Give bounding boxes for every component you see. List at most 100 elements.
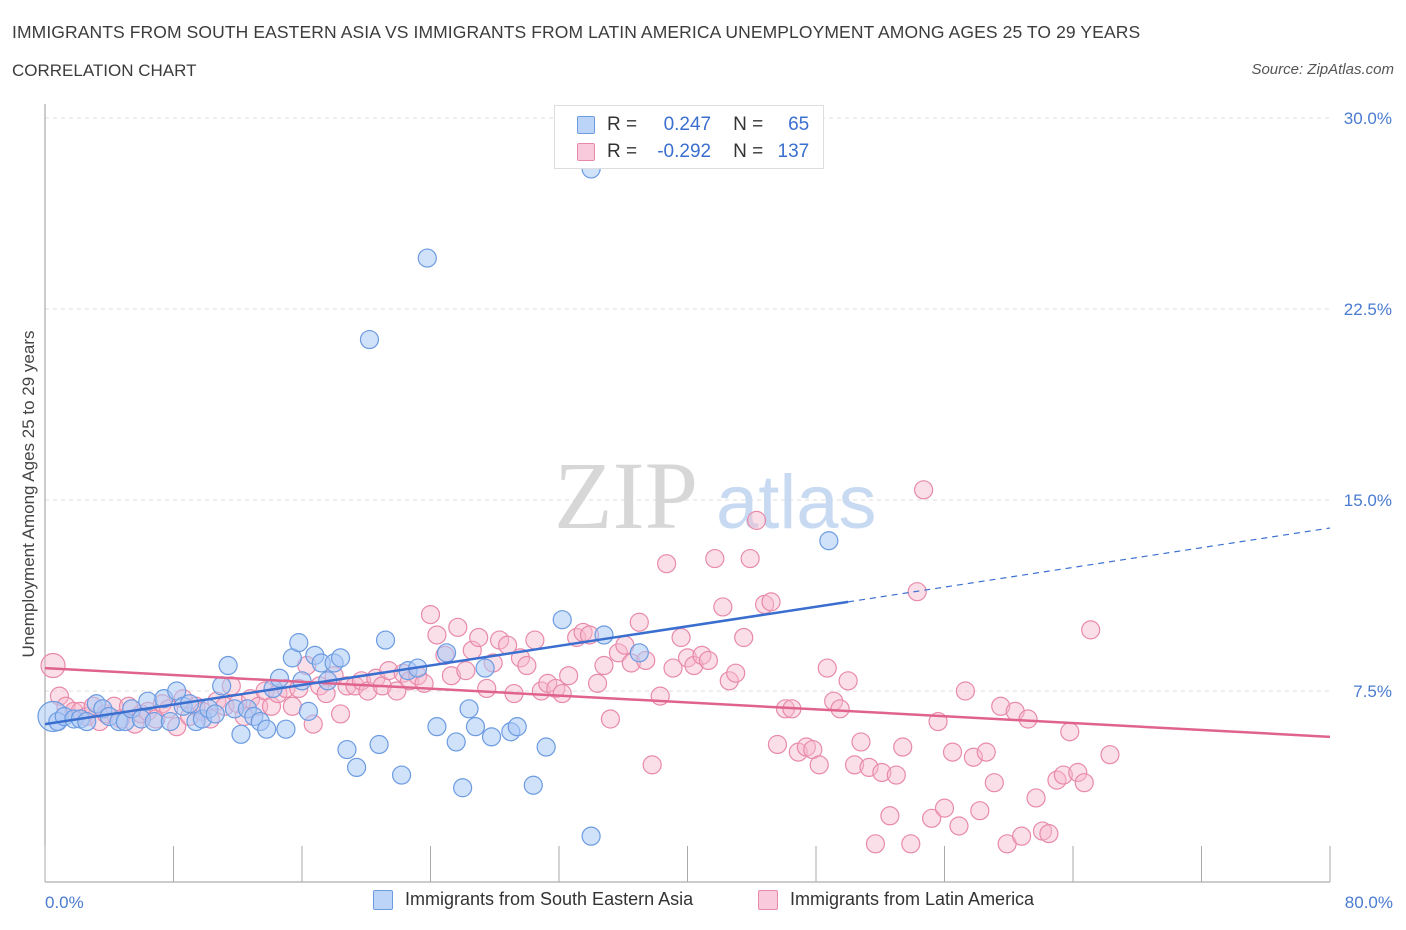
legend-swatch-blue — [577, 116, 595, 134]
data-point-latin-america — [600, 709, 621, 729]
data-point-south-eastern-asia — [459, 699, 479, 719]
data-point-latin-america — [477, 678, 497, 699]
data-point-latin-america — [1053, 765, 1073, 785]
data-point-latin-america — [546, 678, 566, 699]
data-point-latin-america — [984, 773, 1004, 793]
data-point-latin-america — [955, 681, 975, 701]
data-point-latin-america — [587, 673, 608, 693]
bottom-legend-blue: Immigrants from South Eastern Asia — [373, 889, 693, 910]
data-point-latin-america — [456, 661, 476, 681]
data-point-south-eastern-asia — [369, 734, 389, 755]
data-point-latin-america — [420, 604, 441, 625]
data-point-south-eastern-asia — [276, 719, 296, 739]
watermark: ZIP atlas — [554, 442, 877, 549]
data-point-south-eastern-asia — [819, 531, 839, 551]
data-point-latin-america — [552, 683, 572, 704]
data-point-latin-america — [705, 548, 725, 569]
data-point-latin-america — [1018, 709, 1038, 729]
data-point-south-eastern-asia — [446, 732, 466, 752]
chart-title: IMMIGRANTS FROM SOUTH EASTERN ASIA VS IM… — [12, 22, 1141, 42]
data-point-latin-america — [726, 663, 746, 683]
legend-n-label: N = — [733, 114, 764, 135]
data-point-south-eastern-asia — [523, 775, 543, 795]
data-point-latin-america — [671, 627, 691, 648]
axes — [44, 104, 1331, 883]
data-point-south-eastern-asia — [629, 643, 649, 663]
data-point-latin-america — [976, 742, 996, 762]
data-point-latin-america — [1047, 770, 1067, 790]
data-point-latin-america — [1060, 722, 1080, 742]
chart-subtitle: CORRELATION CHART — [12, 61, 197, 80]
data-point-south-eastern-asia — [298, 701, 319, 721]
data-point-south-eastern-asia — [347, 757, 367, 778]
legend-r-value-pink: -0.292 — [657, 141, 712, 162]
data-point-latin-america — [1026, 788, 1046, 808]
legend-row-blue: R = 0.247 N = 65 — [577, 113, 809, 137]
data-point-latin-america — [865, 834, 886, 854]
trend-line-south-eastern-asia — [44, 600, 849, 726]
data-point-latin-america — [767, 734, 788, 755]
legend-n-value-blue: 65 — [788, 114, 810, 135]
data-point-south-eastern-asia — [475, 658, 495, 678]
y-tick-label: 15.0% — [1344, 491, 1392, 510]
data-point-south-eastern-asia — [465, 717, 486, 737]
y-tick-label: 7.5% — [1353, 682, 1392, 701]
data-point-south-eastern-asia — [391, 765, 412, 785]
data-point-latin-america — [1039, 824, 1059, 844]
data-point-latin-america — [1074, 773, 1094, 793]
data-point-latin-america — [991, 696, 1011, 716]
legend-swatch-pink — [577, 143, 595, 161]
bottom-legend-swatch-pink — [758, 889, 778, 910]
data-point-south-eastern-asia — [231, 724, 251, 744]
data-point-south-eastern-asia — [218, 655, 238, 676]
data-point-latin-america — [809, 755, 829, 775]
bottom-legend-label-blue: Immigrants from South Eastern Asia — [405, 889, 694, 909]
data-point-latin-america — [817, 658, 837, 678]
data-point-latin-america — [684, 655, 704, 676]
data-point-latin-america — [469, 627, 489, 648]
data-point-latin-america — [963, 747, 984, 767]
legend-n-value-pink: 137 — [777, 141, 810, 162]
data-point-latin-america — [441, 666, 461, 686]
bottom-legend-pink: Immigrants from Latin America — [758, 889, 1034, 910]
tick-labels: 7.5% 15.0% 22.5% 30.0% 0.0% 80.0% — [45, 109, 1393, 912]
data-point-latin-america — [844, 755, 865, 775]
data-point-south-eastern-asia — [330, 648, 351, 668]
data-point-latin-america — [559, 666, 579, 686]
data-point-south-eastern-asia — [205, 704, 225, 724]
data-point-south-eastern-asia — [144, 711, 164, 732]
data-point-latin-america — [719, 671, 739, 691]
data-point-latin-america — [740, 548, 760, 569]
data-point-latin-america — [608, 643, 629, 663]
data-point-latin-america — [677, 648, 698, 668]
bottom-legend-label-pink: Immigrants from Latin America — [790, 889, 1035, 909]
data-point-latin-america — [594, 655, 614, 676]
data-point-south-eastern-asia — [160, 711, 180, 732]
y-tick-label: 22.5% — [1344, 300, 1392, 319]
data-point-latin-america — [1100, 745, 1120, 765]
trend-line-latin-america — [44, 666, 1331, 739]
data-point-south-eastern-asia — [269, 668, 290, 688]
data-point-latin-america — [330, 704, 351, 724]
data-point-south-eastern-asia — [212, 676, 232, 696]
data-point-latin-america — [838, 671, 858, 691]
data-point-south-eastern-asia — [289, 633, 309, 653]
data-point-south-eastern-asia — [337, 739, 357, 760]
data-point-latin-america — [893, 737, 913, 757]
data-point-latin-america — [40, 652, 66, 679]
data-point-south-eastern-asia — [427, 717, 447, 737]
data-point-latin-america — [663, 658, 683, 678]
data-point-latin-america — [657, 554, 677, 574]
data-point-south-eastern-asia — [417, 248, 437, 268]
data-point-latin-america — [934, 798, 955, 818]
data-point-latin-america — [901, 834, 921, 854]
data-point-latin-america — [949, 816, 969, 836]
data-point-latin-america — [886, 765, 906, 785]
data-point-latin-america — [970, 801, 990, 821]
bottom-legend-swatch-blue — [373, 889, 393, 910]
legend-r-label: R = — [607, 114, 638, 135]
data-point-latin-america — [629, 612, 649, 632]
data-point-south-eastern-asia — [453, 778, 473, 798]
data-point-south-eastern-asia — [257, 719, 277, 739]
data-point-latin-america — [525, 630, 545, 650]
